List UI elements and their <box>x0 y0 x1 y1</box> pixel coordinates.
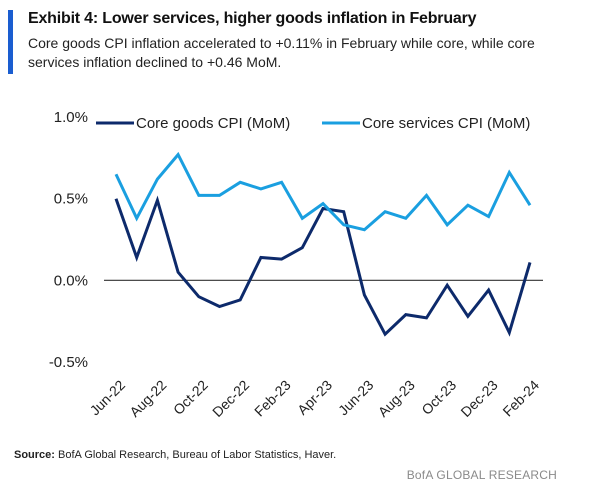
x-tick-label: Jun-22 <box>87 377 129 419</box>
chart-title: Exhibit 4: Lower services, higher goods … <box>28 10 477 27</box>
source-label: Source: <box>14 449 55 461</box>
chart-subtitle: Core goods CPI inflation accelerated to … <box>28 35 535 70</box>
title-accent-bar <box>8 10 13 74</box>
y-tick-label: 1.0% <box>54 109 88 126</box>
x-tick-label: Jun-23 <box>335 377 377 419</box>
source-text: BofA Global Research, Bureau of Labor St… <box>58 449 337 461</box>
x-tick-label: Aug-22 <box>126 377 169 420</box>
legend-label: Core goods CPI (MoM) <box>136 115 290 132</box>
brand-label: BofA GLOBAL RESEARCH <box>406 468 557 482</box>
x-tick-label: Aug-23 <box>375 377 418 420</box>
x-tick-label: Feb-24 <box>499 377 542 420</box>
series-line-core-goods <box>114 195 532 337</box>
x-tick-label: Apr-23 <box>294 377 335 418</box>
y-axis: 1.0% 0.5% 0.0% -0.5% <box>49 109 88 371</box>
legend-label: Core services CPI (MoM) <box>362 115 530 132</box>
y-tick-label: -0.5% <box>49 354 88 371</box>
source-note: Source: BofA Global Research, Bureau of … <box>14 449 336 461</box>
y-tick-label: 0.5% <box>54 191 88 208</box>
series-lines <box>114 151 532 337</box>
x-tick-label: Oct-22 <box>170 377 211 418</box>
x-tick-label: Feb-23 <box>251 377 294 420</box>
series-line-core-services <box>114 151 532 232</box>
x-tick-label: Dec-22 <box>209 377 252 420</box>
y-tick-label: 0.0% <box>54 272 88 289</box>
x-tick-label: Dec-23 <box>457 377 500 420</box>
x-tick-label: Oct-23 <box>418 377 459 418</box>
legend: Core goods CPI (MoM) Core services CPI (M… <box>96 115 530 132</box>
